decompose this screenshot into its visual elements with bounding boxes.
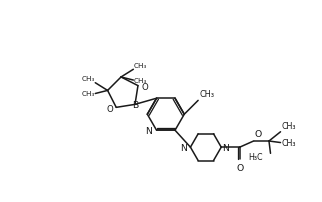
- Text: B: B: [132, 100, 138, 109]
- Text: H₃C: H₃C: [248, 152, 263, 161]
- Text: CH₃: CH₃: [281, 138, 296, 147]
- Text: O: O: [141, 82, 148, 92]
- Text: N: N: [145, 126, 152, 135]
- Text: CH₃: CH₃: [281, 122, 296, 130]
- Text: O: O: [254, 129, 261, 138]
- Text: O: O: [236, 164, 243, 173]
- Text: N: N: [222, 143, 229, 152]
- Text: CH₃: CH₃: [81, 91, 94, 97]
- Text: N: N: [180, 143, 186, 152]
- Text: CH₃: CH₃: [200, 90, 215, 99]
- Text: O: O: [106, 104, 113, 113]
- Text: CH₃: CH₃: [81, 76, 94, 82]
- Text: CH₃: CH₃: [134, 62, 147, 68]
- Text: CH₃: CH₃: [134, 78, 147, 84]
